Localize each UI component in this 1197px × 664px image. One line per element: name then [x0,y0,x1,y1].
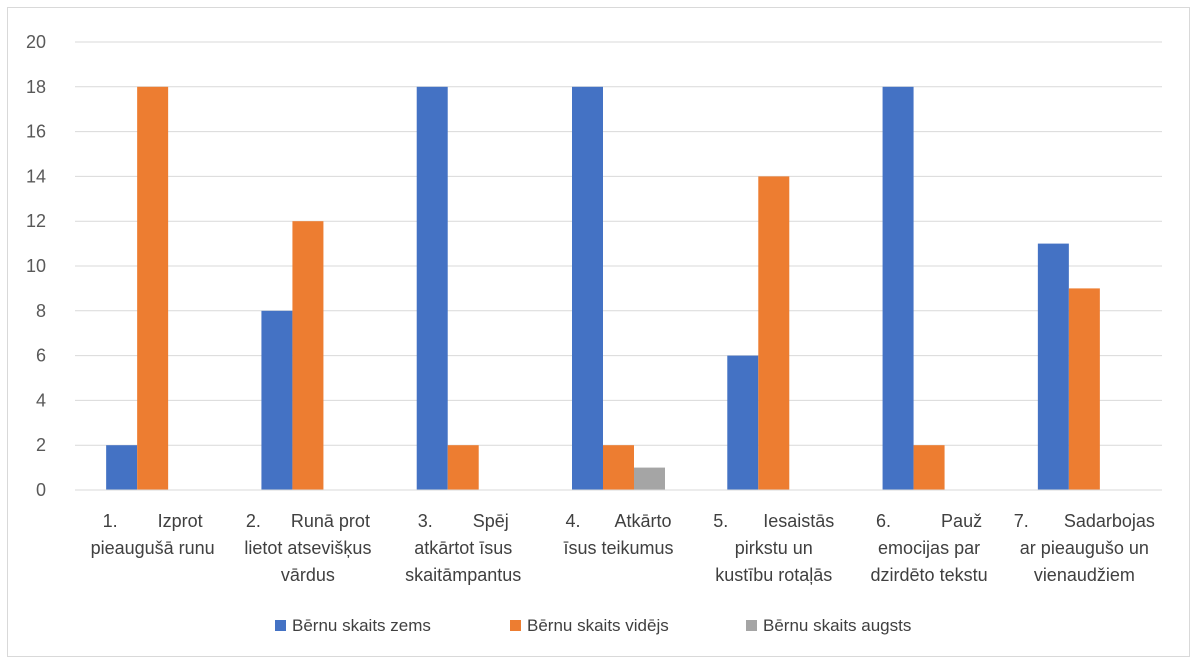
legend-swatch [275,620,286,631]
x-category-label: 5. Iesaistās [713,511,834,531]
x-category-label: atkārtot īsus [414,538,512,558]
x-category-label: īsus teikumus [563,538,673,558]
x-category-label: vārdus [281,565,335,585]
y-tick-label: 2 [36,435,46,455]
bar-1-1 [106,445,138,490]
y-tick-label: 0 [36,480,46,500]
legend-swatch [746,620,757,631]
x-category-label: 6. Pauž [876,511,982,531]
x-category-label: dzirdēto tekstu [871,565,988,585]
bar-2-7 [1068,288,1100,490]
gridlines [75,41,1162,491]
bar-1-4 [572,86,603,491]
y-axis-ticks: 0 2 4 6 8 10 12 14 16 18 20 [26,32,46,500]
y-tick-label: 18 [26,77,46,97]
bar-1-2 [261,310,293,490]
x-category-label: pirkstu un [735,538,813,558]
bar-2-2 [292,221,324,490]
bar-2-6 [913,445,945,490]
x-category-label: emocijas par [878,538,980,558]
legend: Bērnu skaits zems Bērnu skaits vidējs Bērn… [275,616,911,635]
legend-swatch [510,620,521,631]
x-category-label: 4. Atkārto [565,511,671,531]
bar-2-4 [603,445,634,490]
x-category-label: kustību rotaļās [715,565,832,585]
y-tick-label: 12 [26,211,46,231]
bar-1-3 [416,86,448,491]
bar-1-5 [727,355,759,490]
x-category-label: pieaugušā runu [91,538,215,558]
bars [106,86,1100,491]
y-tick-label: 10 [26,256,46,276]
x-category-label: ar pieaugušo un [1020,538,1149,558]
bar-2-5 [758,176,790,490]
y-tick-label: 14 [26,166,46,186]
y-tick-label: 20 [26,32,46,52]
y-tick-label: 4 [36,390,46,410]
legend-label: Bērnu skaits vidējs [527,616,669,635]
legend-label: Bērnu skaits augsts [763,616,911,635]
x-axis: 1. Izprot pieaugušā runu 2. Runā prot lieto… [75,489,1162,585]
y-tick-label: 16 [26,122,46,142]
y-tick-label: 8 [36,301,46,321]
x-category-label: lietot atsevišķus [244,538,371,558]
bar-2-1 [137,86,169,491]
x-category-label: vienaudžiem [1034,565,1135,585]
y-tick-label: 6 [36,346,46,366]
bar-1-7 [1037,243,1069,490]
bar-3-4 [634,467,665,490]
x-category-label: 2. Runā prot [246,511,370,531]
x-category-label: skaitāmpantus [405,565,521,585]
bar-1-6 [882,86,914,491]
x-category-label: 3. Spēj [418,511,509,531]
x-category-label: 7. Sadarbojas [1014,511,1155,531]
legend-label: Bērnu skaits zems [292,616,431,635]
bar-2-3 [447,445,479,490]
x-category-label: 1. Izprot [103,511,203,531]
